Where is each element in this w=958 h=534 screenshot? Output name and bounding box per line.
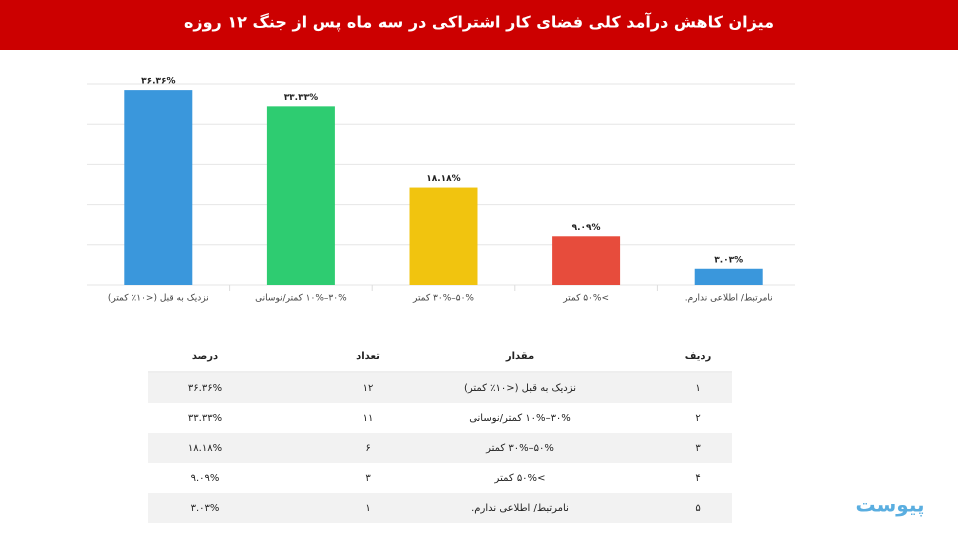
x-tick-label: ۳۰%–۱۰% کمتر/نوسانی bbox=[255, 294, 347, 304]
table-cell: ۱۱ bbox=[363, 413, 374, 424]
table-cell: ۳ bbox=[695, 443, 701, 454]
table-cell: ۵۰%–۳۰% کمتر bbox=[485, 443, 554, 454]
table-row-stripe bbox=[148, 433, 732, 463]
table-cell: نامرتبط/ اطلاعی ندارم. bbox=[471, 503, 569, 514]
table-row-stripe bbox=[148, 493, 732, 523]
table-cell: ۱۲ bbox=[363, 383, 374, 394]
table-cell: ۵ bbox=[695, 503, 700, 514]
header-bar bbox=[0, 0, 958, 50]
table-header: ردیف bbox=[685, 351, 712, 362]
chart-title: میزان کاهش درآمد کلی فضای کار اشتراکی در… bbox=[184, 12, 774, 33]
bar bbox=[124, 90, 193, 285]
table-cell: نزدیک به قبل (<۱۰٪ کمتر) bbox=[464, 383, 576, 394]
table-header: درصد bbox=[192, 351, 218, 362]
brand-logo: پیوست bbox=[855, 493, 924, 518]
table-row-stripe bbox=[148, 373, 732, 403]
value-label: ۳۳.۳۳% bbox=[284, 93, 318, 103]
bar bbox=[266, 106, 335, 285]
table-cell: ۲ bbox=[695, 413, 700, 424]
value-label: ۹.۰۹% bbox=[572, 223, 601, 233]
table-cell: ۱ bbox=[695, 383, 700, 394]
x-tick-label: نزدیک به قبل (<۱۰٪ کمتر) bbox=[108, 294, 209, 304]
table-cell: ۳۰%–۱۰% کمتر/نوسانی bbox=[469, 413, 571, 424]
value-label: ۳.۰۳% bbox=[714, 255, 743, 265]
table-cell: ۴ bbox=[695, 473, 700, 484]
table-cell: ۹.۰۹% bbox=[191, 473, 220, 484]
table-cell: ۳ bbox=[365, 473, 371, 484]
x-tick-label: >۵۰% کمتر bbox=[562, 294, 609, 304]
x-tick-label: ۵۰%–۳۰% کمتر bbox=[412, 294, 474, 304]
table-cell: ۳۶.۳۶% bbox=[188, 383, 222, 394]
table-cell: >۵۰% کمتر bbox=[494, 473, 546, 484]
table-cell: ۱۸.۱۸% bbox=[188, 443, 222, 454]
table-cell: ۱ bbox=[365, 503, 370, 514]
table-cell: ۳۳.۳۳% bbox=[188, 413, 222, 424]
bar bbox=[552, 236, 621, 285]
x-tick-label: نامرتبط/ اطلاعی ندارم. bbox=[685, 294, 773, 304]
bar bbox=[409, 187, 478, 285]
table-header: مقدار bbox=[505, 351, 534, 362]
value-label: ۳۶.۳۶% bbox=[141, 77, 175, 87]
table-cell: ۶ bbox=[365, 443, 370, 454]
table-cell: ۳.۰۳% bbox=[191, 503, 220, 514]
bar bbox=[694, 268, 763, 285]
table-header: تعداد bbox=[356, 351, 380, 362]
value-label: ۱۸.۱۸% bbox=[426, 174, 460, 184]
